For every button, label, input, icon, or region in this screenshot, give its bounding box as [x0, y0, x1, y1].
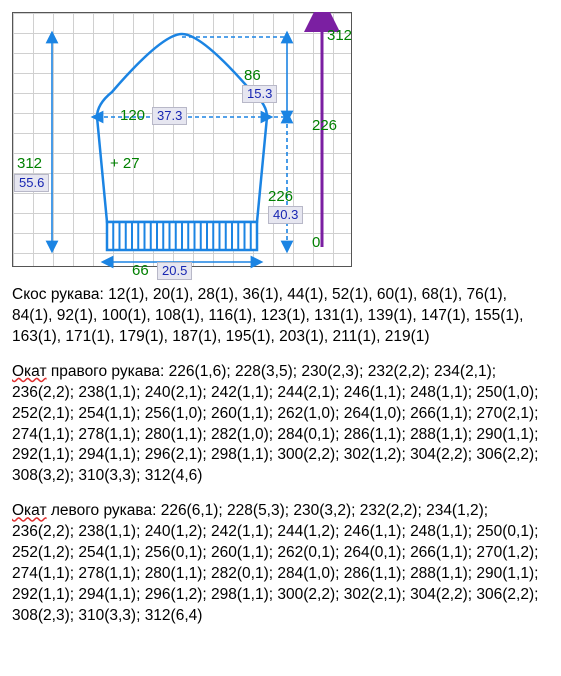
p3-mid: левого рукава:	[47, 502, 157, 519]
axis-312: 312	[327, 27, 352, 44]
p1-lead: Скос рукава:	[12, 286, 104, 303]
cuff-w-inset: 20.5	[157, 262, 192, 280]
cap-h: 86	[244, 67, 261, 84]
sleeve-diagram: 312 55.6 + 27 120 37.3 86 15.3 226 40.3 …	[12, 12, 352, 267]
mid-width-inset: 37.3	[152, 107, 187, 125]
body-h: 226	[268, 188, 293, 205]
p2-body: 226(1,6); 228(3,5); 230(2,3); 232(2,2); …	[12, 363, 538, 485]
axis-zero: 0	[312, 234, 320, 251]
rows-left: 312	[17, 155, 42, 172]
diagram-svg	[12, 12, 352, 272]
rows-left-inset: 55.6	[14, 174, 49, 192]
mid-width: 120	[120, 107, 145, 124]
p2-lead: Окат	[12, 363, 47, 380]
p2-mid: правого рукава:	[47, 363, 165, 380]
body-h-inset: 40.3	[268, 206, 303, 224]
paragraph-right-cap: Окат правого рукава: 226(1,6); 228(3,5);…	[12, 362, 549, 488]
p3-lead: Окат	[12, 502, 47, 519]
cuff-w: 66	[132, 262, 149, 279]
paragraph-left-cap: Окат левого рукава: 226(6,1); 228(5,3); …	[12, 501, 549, 627]
plus-inc: + 27	[110, 155, 140, 172]
cap-h-inset: 15.3	[242, 85, 277, 103]
paragraph-bevel: Скос рукава: 12(1), 20(1), 28(1), 36(1),…	[12, 285, 549, 348]
axis-226: 226	[312, 117, 337, 134]
p3-body: 226(6,1); 228(5,3); 230(3,2); 232(2,2); …	[12, 502, 538, 624]
